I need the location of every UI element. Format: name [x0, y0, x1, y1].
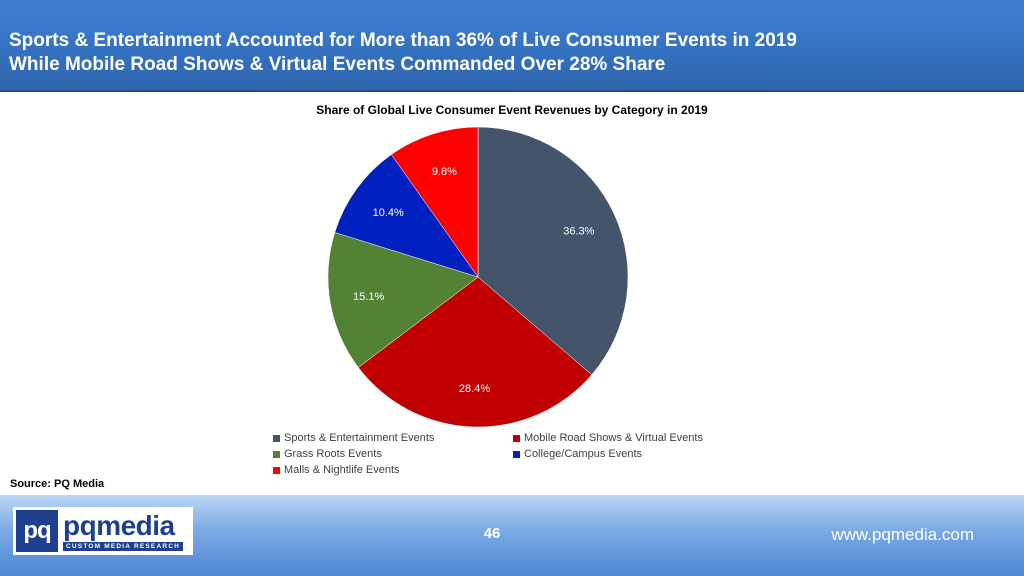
- slide-title-line-1: Sports & Entertainment Accounted for Mor…: [9, 30, 797, 51]
- legend-swatch-4: [273, 466, 280, 474]
- page-number: 46: [483, 525, 501, 542]
- pie-slice-label-0: 36.3%: [563, 226, 594, 238]
- legend-swatch-1: [513, 434, 520, 442]
- pie-slice-label-2: 15.1%: [353, 291, 384, 303]
- legend-item-2: Grass Roots Events: [273, 447, 513, 461]
- legend-label-2: Grass Roots Events: [284, 448, 382, 460]
- legend-swatch-2: [273, 450, 280, 458]
- pie-slice-label-1: 28.4%: [459, 383, 490, 395]
- pie-slice-label-3: 10.4%: [373, 207, 404, 219]
- legend-item-0: Sports & Entertainment Events: [273, 431, 513, 445]
- legend-label-4: Malls & Nightlife Events: [284, 464, 400, 476]
- legend-swatch-0: [273, 434, 280, 442]
- chart-title: Share of Global Live Consumer Event Reve…: [316, 103, 708, 117]
- legend-item-1: Mobile Road Shows & Virtual Events: [513, 431, 753, 445]
- legend-item-3: College/Campus Events: [513, 447, 753, 461]
- chart-legend: Sports & Entertainment Events Mobile Road…: [273, 431, 773, 477]
- legend-label-0: Sports & Entertainment Events: [284, 432, 435, 444]
- logo-tagline: CUSTOM MEDIA RESEARCH: [63, 541, 184, 551]
- legend-swatch-3: [513, 450, 520, 458]
- source-note: Source: PQ Media: [10, 478, 105, 490]
- pie-slice-label-4: 9.8%: [432, 166, 457, 178]
- pie-slice-2: [327, 232, 479, 368]
- slide-header: Sports & Entertainment Accounted for Mor…: [0, 0, 1024, 92]
- logo-mark: pq: [16, 510, 58, 552]
- pie-slice-3: [334, 154, 479, 278]
- pq-media-logo: pq pqmedia CUSTOM MEDIA RESEARCH: [13, 507, 193, 555]
- logo-name: pqmedia: [63, 509, 175, 541]
- legend-label-3: College/Campus Events: [524, 448, 643, 460]
- legend-label-1: Mobile Road Shows & Virtual Events: [524, 432, 703, 444]
- slide-title-line-2: While Mobile Road Shows & Virtual Events…: [9, 54, 666, 75]
- pie-slice-4: [391, 126, 479, 278]
- pie-slice-0: [477, 126, 629, 376]
- legend-item-4: Malls & Nightlife Events: [273, 463, 513, 477]
- pie-slice-1: [357, 276, 593, 428]
- website-link[interactable]: www.pqmedia.com: [831, 525, 974, 544]
